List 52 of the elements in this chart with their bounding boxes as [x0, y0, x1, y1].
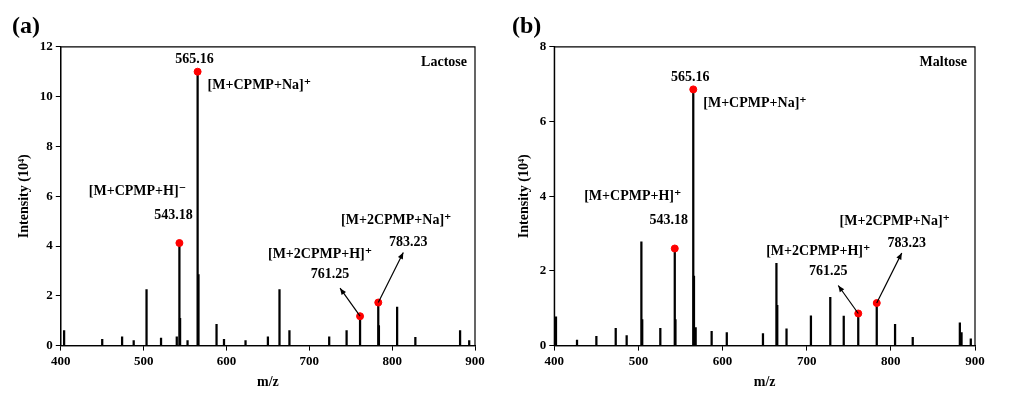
annotation: 565.16 — [175, 51, 214, 67]
point — [670, 244, 679, 253]
annotation: [M+CPMP+Na]⁺ — [207, 77, 312, 93]
x-tick-label: 700 — [299, 352, 320, 368]
x-tick-label: 400 — [544, 352, 565, 368]
annotation: 543.18 — [154, 206, 193, 222]
annotation: [M+2CPMP+H]⁺ — [766, 243, 871, 259]
x-axis-title: m/z — [753, 374, 776, 390]
annotation: [M+2CPMP+Na]⁺ — [341, 212, 452, 228]
annotation: 783.23 — [389, 234, 428, 250]
y-tick-label: 6 — [539, 112, 547, 128]
annotation: [M+2CPMP+H]⁺ — [267, 245, 373, 261]
y-axis-title: Intensity (10⁴) — [16, 153, 33, 239]
y-axis-title: Intensity (10⁴) — [516, 153, 533, 239]
annotation: 783.23 — [887, 234, 926, 250]
y-tick-label: 2 — [539, 262, 547, 278]
point — [175, 239, 184, 248]
annotation: Lactose — [421, 54, 467, 70]
x-tick-label: 900 — [965, 352, 985, 368]
y-tick-label: 8 — [539, 38, 547, 54]
y-tick-label: 12 — [39, 38, 53, 54]
annotation: 543.18 — [649, 212, 689, 228]
y-tick-label: 6 — [46, 187, 54, 203]
y-tick-label: 2 — [46, 287, 53, 303]
x-tick-label: 600 — [712, 352, 733, 368]
x-tick-label: 500 — [628, 352, 649, 368]
annotation: 761.25 — [310, 265, 350, 281]
y-tick-label: 8 — [46, 137, 54, 153]
chart-title: (b) — [512, 11, 542, 38]
y-tick-label: 0 — [539, 336, 547, 352]
annotation: [M+CPMP+H]⁻ — [88, 182, 187, 198]
point — [689, 85, 698, 94]
x-axis-title: m/z — [257, 374, 279, 390]
point — [193, 67, 202, 76]
x-tick-label: 600 — [216, 352, 237, 368]
annotation: 565.16 — [671, 68, 710, 84]
x-tick-label: 400 — [51, 352, 71, 368]
y-tick-label: 10 — [39, 87, 53, 103]
annotation: 761.25 — [809, 263, 848, 279]
y-tick-label: 4 — [539, 187, 547, 203]
x-tick-label: 700 — [796, 352, 817, 368]
x-tick-label: 800 — [881, 352, 901, 368]
y-tick-label: 0 — [46, 336, 53, 352]
annotation: [M+CPMP+H]⁺ — [584, 188, 682, 204]
chart-title: (a) — [12, 11, 40, 38]
annotation: [M+CPMP+Na]⁺ — [703, 94, 807, 110]
x-tick-label: 500 — [133, 352, 154, 368]
annotation: Maltose — [919, 54, 967, 70]
annotation: [M+2CPMP+Na]⁺ — [839, 212, 950, 228]
y-tick-label: 4 — [46, 237, 54, 253]
x-tick-label: 900 — [465, 352, 485, 368]
x-tick-label: 800 — [382, 352, 402, 368]
